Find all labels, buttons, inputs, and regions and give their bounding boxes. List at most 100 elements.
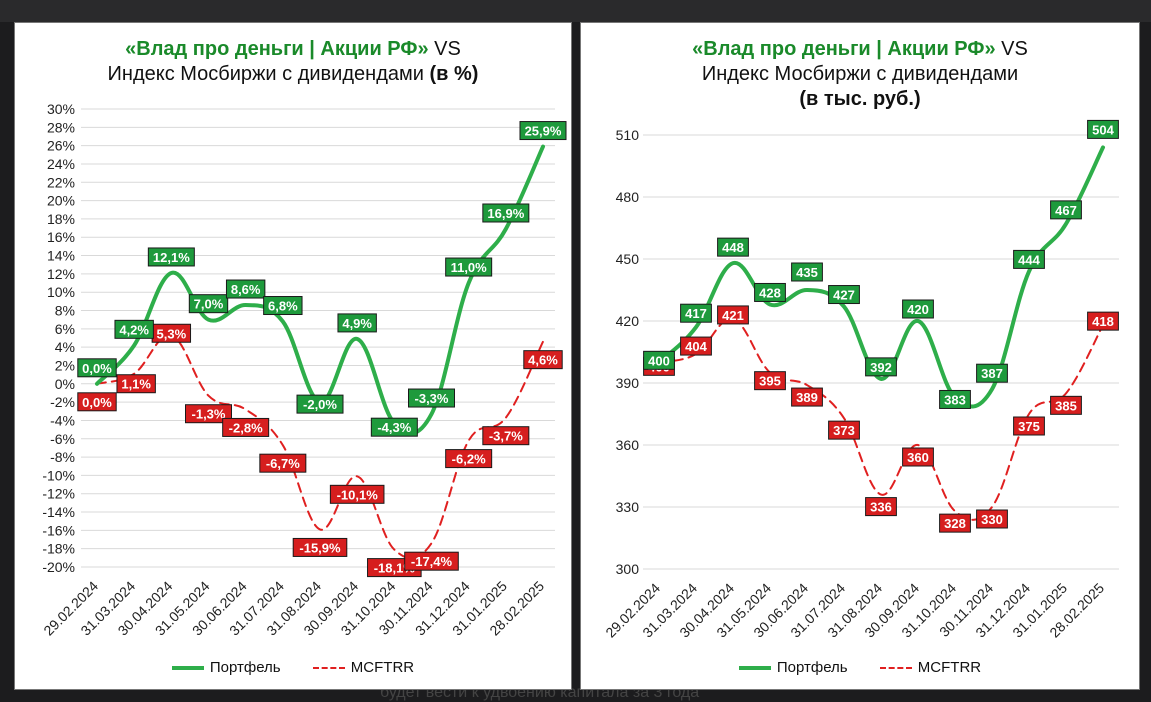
- data-label-mcftrr: -10,1%: [337, 487, 379, 502]
- data-label-box: [185, 404, 232, 424]
- data-label-portfolio: 16,9%: [487, 206, 524, 221]
- y-tick-label: -18%: [42, 541, 75, 557]
- legend-label: MCFTRR: [350, 659, 415, 676]
- y-tick-label: 24%: [47, 156, 75, 172]
- data-label-box: [1050, 200, 1082, 220]
- data-label-box: [188, 294, 229, 314]
- data-label-portfolio: 11,0%: [451, 260, 488, 275]
- title-unit: (в %): [429, 63, 479, 85]
- data-label-portfolio: 387: [981, 366, 1003, 381]
- data-label-box: [791, 387, 823, 407]
- title-index: Индекс Мосбиржи с дивидендами: [107, 63, 424, 85]
- y-tick-label: 510: [616, 127, 640, 143]
- data-label-box: [902, 447, 934, 467]
- series-line-mcftrr: [96, 334, 544, 560]
- data-label-mcftrr: 336: [870, 500, 892, 515]
- chart-title: «Влад про деньги | Акции РФ» VS Индекс М…: [581, 37, 1139, 112]
- data-label-portfolio: -2,0%: [303, 397, 337, 412]
- chart-panel-percent: «Влад про деньги | Акции РФ» VS Индекс М…: [14, 22, 572, 690]
- data-label-portfolio: 448: [722, 240, 744, 255]
- data-label-mcftrr: -6,2%: [452, 452, 486, 467]
- data-label-box: [263, 296, 303, 316]
- data-label-mcftrr: 421: [722, 308, 744, 323]
- data-label-mcftrr: 375: [1018, 419, 1040, 434]
- data-label-box: [114, 319, 154, 339]
- data-label-portfolio: 4,9%: [342, 316, 372, 331]
- data-label-mcftrr: 330: [981, 512, 1003, 527]
- data-label-box: [754, 282, 786, 302]
- legend-label: Портфель: [776, 659, 848, 676]
- data-label-portfolio: 435: [796, 265, 818, 280]
- chart-legend: Портфель MCFTRR: [15, 659, 571, 676]
- legend-label: Портфель: [209, 659, 281, 676]
- data-label-portfolio: 4,2%: [119, 322, 149, 337]
- y-tick-label: -14%: [42, 504, 75, 520]
- y-tick-label: 0%: [55, 376, 75, 392]
- legend-label: MCFTRR: [917, 659, 982, 676]
- data-label-portfolio: 444: [1018, 252, 1040, 267]
- chart-title: «Влад про деньги | Акции РФ» VS Индекс М…: [15, 37, 571, 87]
- data-label-portfolio: 420: [907, 302, 929, 317]
- y-tick-label: 2%: [55, 357, 75, 373]
- data-label-portfolio: -3,3%: [415, 391, 449, 406]
- data-label-box: [77, 358, 117, 378]
- data-label-box: [643, 350, 675, 370]
- data-label-mcftrr: 360: [907, 450, 929, 465]
- data-label-box: [865, 357, 897, 377]
- y-tick-label: 390: [616, 375, 640, 391]
- y-tick-label: 480: [616, 189, 640, 205]
- y-tick-label: 30%: [47, 101, 75, 117]
- y-tick-label: -16%: [42, 522, 75, 538]
- data-label-mcftrr: 404: [685, 339, 707, 354]
- title-vs: VS: [434, 38, 461, 60]
- y-tick-label: 4%: [55, 339, 75, 355]
- data-label-box: [828, 420, 860, 440]
- data-label-mcftrr: -15,9%: [299, 540, 341, 555]
- data-label-box: [791, 262, 823, 282]
- data-label-mcftrr: -3,7%: [489, 429, 523, 444]
- data-label-portfolio: 25,9%: [525, 124, 562, 139]
- data-label-mcftrr: 328: [944, 516, 966, 531]
- y-tick-label: 360: [616, 437, 640, 453]
- y-tick-label: -10%: [42, 467, 75, 483]
- chart-svg-percent: 30% 28% 26% 24% 22% 20% 18% 16% 14% 12% 10% 8% 6% 4% 2…: [40, 101, 567, 639]
- y-tick-label: -8%: [50, 449, 75, 465]
- data-label-portfolio: 12,1%: [153, 250, 190, 265]
- data-label-portfolio: 467: [1055, 203, 1077, 218]
- data-label-mcftrr: 418: [1092, 314, 1114, 329]
- y-tick-label: -12%: [42, 486, 75, 502]
- data-label-box: [939, 513, 971, 533]
- data-label-portfolio: 7,0%: [194, 297, 224, 312]
- data-label-box: [222, 417, 270, 437]
- data-label-box: [1013, 416, 1045, 436]
- data-label-box: [519, 121, 567, 141]
- data-label-box: [976, 509, 1008, 529]
- data-label-box: [680, 336, 712, 356]
- y-tick-label: -2%: [50, 394, 75, 410]
- title-unit: (в тыс. руб.): [799, 88, 921, 110]
- y-tick-label: 420: [616, 313, 640, 329]
- data-label-box: [902, 299, 934, 319]
- data-label-box: [680, 303, 712, 323]
- data-label-portfolio: 392: [870, 360, 892, 375]
- data-label-mcftrr: -2,8%: [229, 420, 263, 435]
- data-label-portfolio: -4,3%: [377, 420, 411, 435]
- y-tick-label: 18%: [47, 211, 75, 227]
- data-label-box: [445, 449, 493, 469]
- data-label-box: [482, 203, 530, 223]
- data-label-portfolio: 6,8%: [268, 299, 298, 314]
- legend-item-mcftrr: MCFTRR: [312, 659, 415, 676]
- y-tick-label: -20%: [42, 559, 75, 575]
- title-vs: VS: [1001, 38, 1028, 60]
- y-tick-label: 14%: [47, 248, 75, 264]
- chart-svg-rub: 51048045042039036033030029.02.202431.03.…: [602, 119, 1119, 641]
- data-label-box: [147, 247, 195, 267]
- data-label-mcftrr: -6,7%: [266, 456, 300, 471]
- data-label-portfolio: 504: [1092, 122, 1114, 137]
- y-tick-label: 28%: [47, 119, 75, 135]
- data-label-mcftrr: 389: [796, 390, 818, 405]
- data-label-box: [296, 394, 344, 414]
- series-line-portfolio: [95, 144, 545, 436]
- y-tick-label: 22%: [47, 174, 75, 190]
- data-label-portfolio: 427: [833, 288, 855, 303]
